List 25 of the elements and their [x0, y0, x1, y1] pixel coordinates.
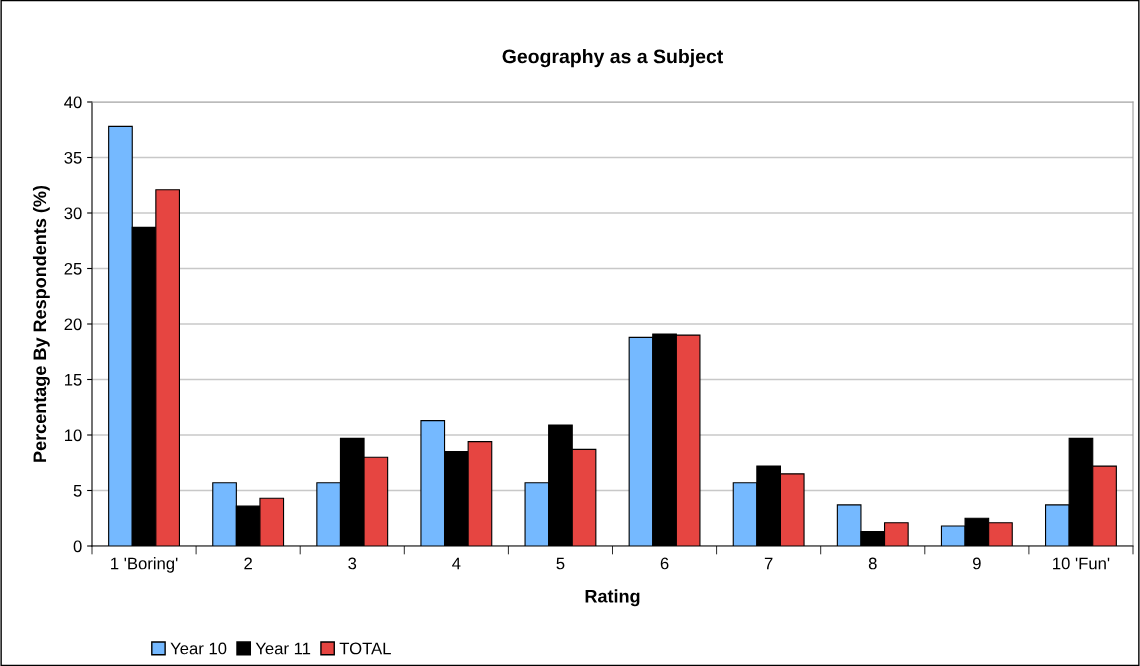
- x-tick-label: 2: [244, 557, 252, 570]
- y-axis-title: Percentage By Respondents (%): [32, 185, 50, 462]
- x-tick-label: 1 'Boring': [111, 557, 178, 573]
- y-tick-label: 10: [65, 429, 82, 442]
- y-tick-label: 35: [64, 151, 82, 164]
- x-tick-label: 3: [348, 557, 357, 570]
- y-tick-label: 20: [64, 318, 82, 331]
- x-tick-label: 9: [973, 557, 981, 570]
- x-tick-label: 8: [868, 557, 877, 570]
- x-tick-label: 4: [452, 557, 461, 570]
- y-tick-label: 25: [64, 262, 82, 275]
- legend-label: Year 10: [170, 642, 227, 655]
- y-tick-label: 0: [73, 540, 82, 553]
- x-tick-label: 5: [556, 557, 565, 570]
- x-tick-label: 6: [660, 557, 669, 570]
- y-tick-label: 5: [73, 485, 82, 497]
- y-tick-label: 15: [65, 374, 82, 386]
- x-tick-label: 7: [764, 557, 773, 570]
- y-tick-label: 40: [64, 96, 82, 109]
- chart-title: Geography as a Subject: [502, 49, 724, 68]
- x-axis-title: Rating: [585, 589, 640, 607]
- x-tick-label: 10 'Fun': [1053, 557, 1110, 570]
- y-tick-label: 30: [64, 207, 82, 220]
- legend-label: Year 11: [255, 642, 311, 655]
- legend-label: TOTAL: [339, 642, 391, 655]
